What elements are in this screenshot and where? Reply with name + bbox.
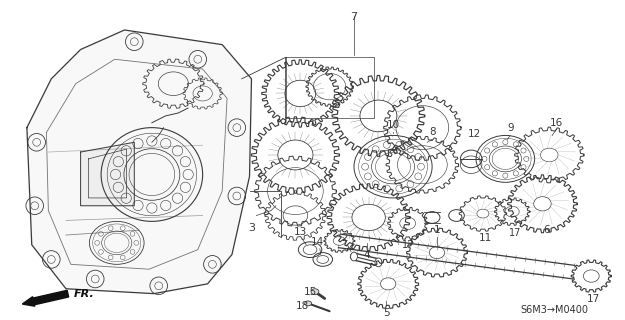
Text: 3: 3 [248, 223, 255, 233]
FancyArrow shape [22, 290, 69, 306]
Ellipse shape [375, 258, 382, 267]
Text: 9: 9 [507, 124, 514, 133]
Text: 5: 5 [383, 308, 389, 318]
Text: 6: 6 [543, 225, 549, 235]
Text: 15: 15 [303, 287, 317, 297]
Text: 18: 18 [296, 301, 309, 311]
Text: 14: 14 [311, 237, 324, 247]
Text: 4: 4 [363, 250, 370, 260]
Text: 17: 17 [401, 240, 414, 250]
Text: 1: 1 [434, 225, 440, 235]
Polygon shape [81, 142, 134, 206]
Text: 17: 17 [509, 228, 521, 238]
Text: 8: 8 [429, 127, 436, 137]
Ellipse shape [311, 289, 319, 295]
Text: 2: 2 [341, 233, 348, 243]
Text: 11: 11 [479, 233, 492, 243]
Text: 7: 7 [351, 12, 358, 22]
Ellipse shape [305, 301, 311, 306]
Polygon shape [27, 30, 251, 294]
Text: 12: 12 [468, 129, 481, 139]
Text: FR.: FR. [74, 289, 94, 299]
Text: 16: 16 [549, 118, 562, 128]
Text: 17: 17 [587, 294, 600, 304]
Text: S6M3→M0400: S6M3→M0400 [520, 305, 588, 315]
Text: 10: 10 [386, 120, 399, 130]
Ellipse shape [351, 252, 358, 261]
Text: 13: 13 [294, 227, 307, 237]
